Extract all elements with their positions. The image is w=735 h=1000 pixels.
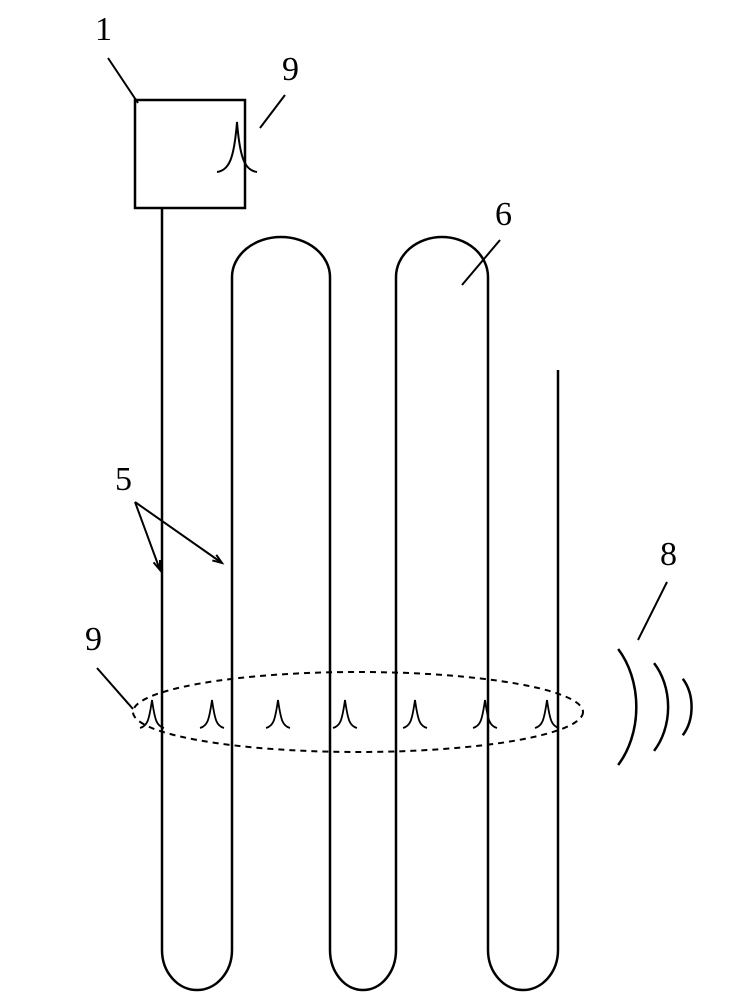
label-1: 1 (95, 11, 112, 48)
box-1 (135, 100, 245, 208)
arrow-5-line-0 (135, 502, 160, 570)
leader-line-4 (97, 668, 133, 709)
serpentine-fiber (162, 208, 558, 990)
label-6: 6 (495, 196, 512, 233)
pulse-row-3 (333, 700, 357, 728)
leader-line-1 (260, 95, 285, 128)
pulse-row-2 (266, 700, 290, 728)
leader-line-2 (462, 240, 500, 285)
wave-arc-1 (654, 663, 668, 751)
label-9_top: 9 (282, 51, 299, 88)
arrow-5-line-1 (135, 502, 222, 563)
dashed-oval-region (133, 672, 583, 752)
pulse-row-1 (200, 700, 224, 728)
pulse-top (217, 122, 257, 172)
leader-line-0 (108, 58, 138, 103)
wave-arc-0 (618, 649, 636, 765)
label-5: 5 (115, 461, 132, 498)
leader-line-3 (638, 582, 667, 640)
label-9_left: 9 (85, 621, 102, 658)
schematic-diagram: 1 9 6 5 8 9 (0, 0, 735, 1000)
pulse-row-6 (535, 700, 559, 728)
wave-arc-2 (683, 679, 692, 736)
pulse-row-5 (473, 700, 497, 728)
label-8: 8 (660, 536, 677, 573)
pulse-row-4 (403, 700, 427, 728)
